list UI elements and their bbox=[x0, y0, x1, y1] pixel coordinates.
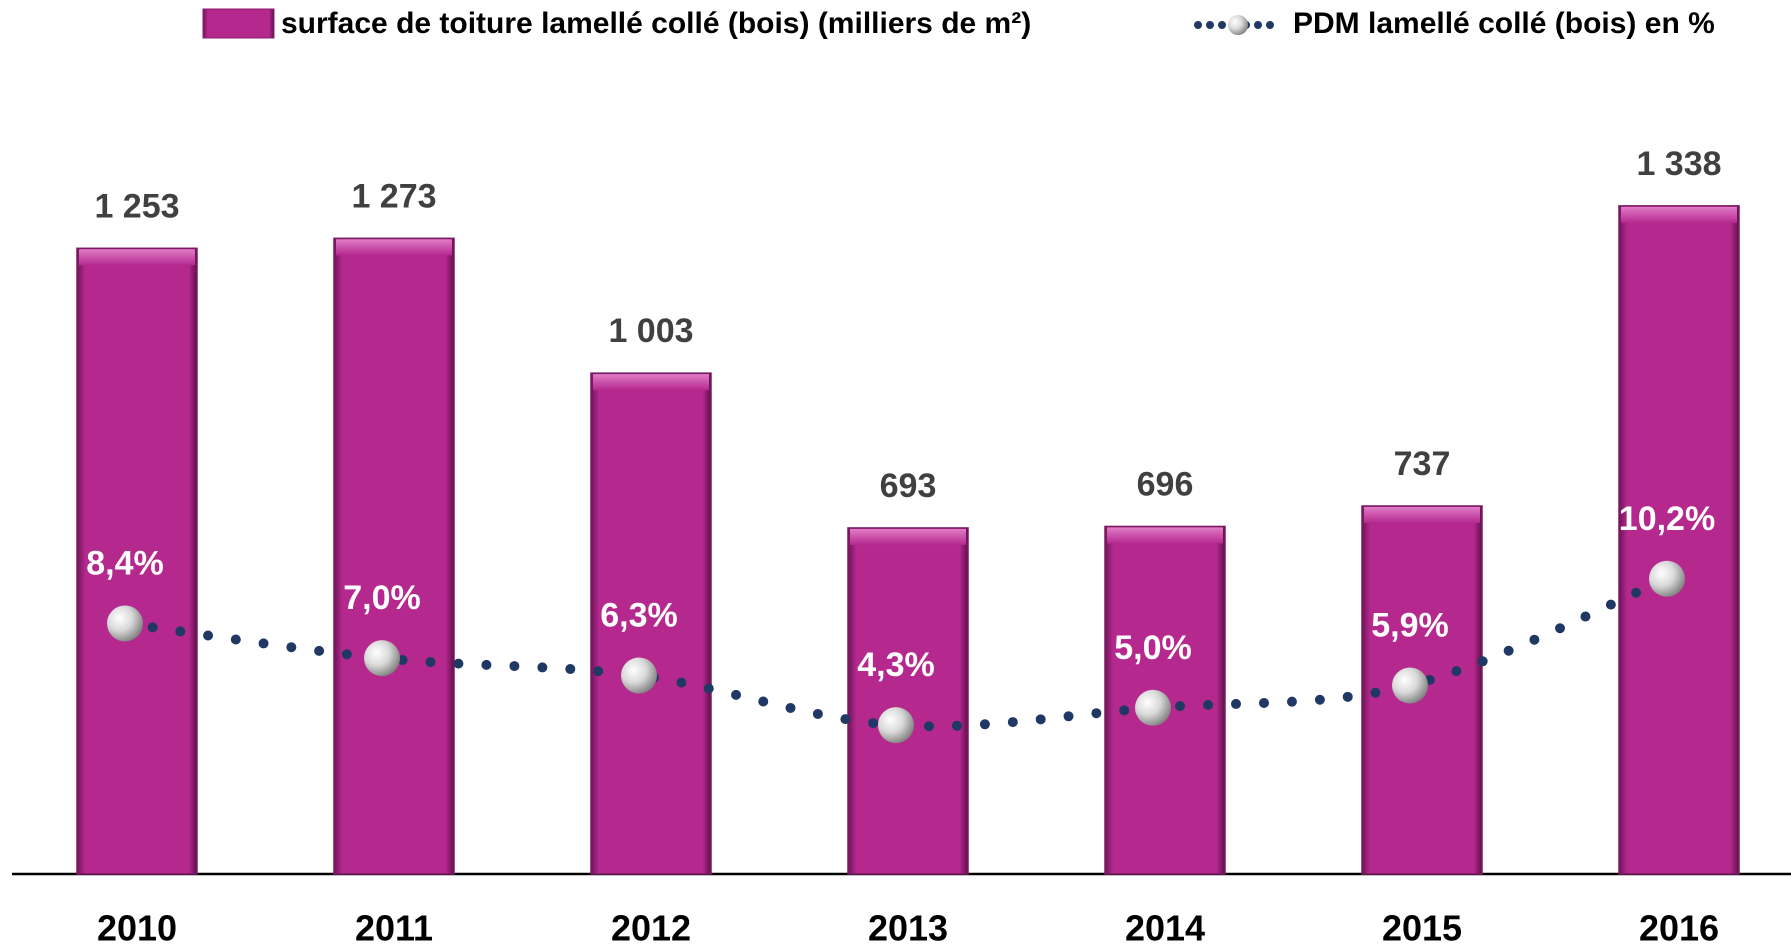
bar-bevel bbox=[850, 528, 966, 545]
x-tick-label: 2014 bbox=[1125, 908, 1205, 949]
bar-value-label: 1 253 bbox=[94, 187, 179, 225]
bar-bevel bbox=[336, 239, 452, 256]
bar-value-label: 737 bbox=[1394, 445, 1451, 483]
bar-group bbox=[76, 247, 198, 875]
bar bbox=[847, 527, 969, 875]
line-marker bbox=[878, 707, 914, 744]
bar-group bbox=[333, 237, 455, 875]
bar-bevel bbox=[593, 374, 709, 391]
x-tick-label: 2012 bbox=[611, 908, 691, 949]
bar-group bbox=[847, 527, 969, 875]
bar-bevel bbox=[79, 249, 195, 266]
line-marker bbox=[1135, 689, 1171, 726]
bar-bevel bbox=[1107, 527, 1223, 544]
bar-group bbox=[1618, 205, 1740, 875]
legend-swatch bbox=[202, 8, 275, 39]
x-tick-label: 2016 bbox=[1639, 908, 1719, 949]
legend-marker bbox=[1228, 15, 1248, 35]
line-value-label: 6,3% bbox=[600, 597, 678, 635]
bar-value-label: 1 003 bbox=[608, 312, 693, 350]
line-value-label: 4,3% bbox=[857, 646, 935, 684]
line-value-label: 10,2% bbox=[1619, 500, 1715, 538]
bar-bevel bbox=[1621, 206, 1737, 223]
legend-label: surface de toiture lamellé collé (bois) … bbox=[281, 7, 1031, 40]
bar-value-label: 1 273 bbox=[351, 177, 436, 215]
bar-group bbox=[590, 372, 712, 875]
x-tick-label: 2010 bbox=[97, 908, 177, 949]
line-value-label: 5,0% bbox=[1114, 629, 1192, 667]
line-value-label: 8,4% bbox=[86, 544, 164, 582]
bar bbox=[1618, 205, 1740, 875]
x-tick-label: 2015 bbox=[1382, 908, 1462, 949]
line-marker bbox=[107, 605, 143, 642]
bar-value-label: 693 bbox=[880, 467, 937, 505]
line-value-label: 7,0% bbox=[343, 579, 421, 617]
x-tick-label: 2013 bbox=[868, 908, 948, 949]
x-tick-label: 2011 bbox=[355, 908, 433, 949]
line-value-label: 5,9% bbox=[1371, 606, 1449, 644]
legend-label: PDM lamellé collé (bois) en % bbox=[1293, 7, 1715, 40]
bar-value-label: 696 bbox=[1137, 465, 1194, 503]
line-marker bbox=[1392, 667, 1428, 704]
line-marker bbox=[621, 657, 657, 694]
bar bbox=[76, 247, 198, 875]
line-marker bbox=[364, 640, 400, 677]
bar bbox=[590, 372, 712, 875]
bar-value-label: 1 338 bbox=[1636, 145, 1721, 183]
line-marker bbox=[1649, 560, 1685, 597]
bar bbox=[333, 237, 455, 875]
legend: surface de toiture lamellé collé (bois) … bbox=[202, 7, 1715, 40]
bar-bevel bbox=[1364, 506, 1480, 523]
